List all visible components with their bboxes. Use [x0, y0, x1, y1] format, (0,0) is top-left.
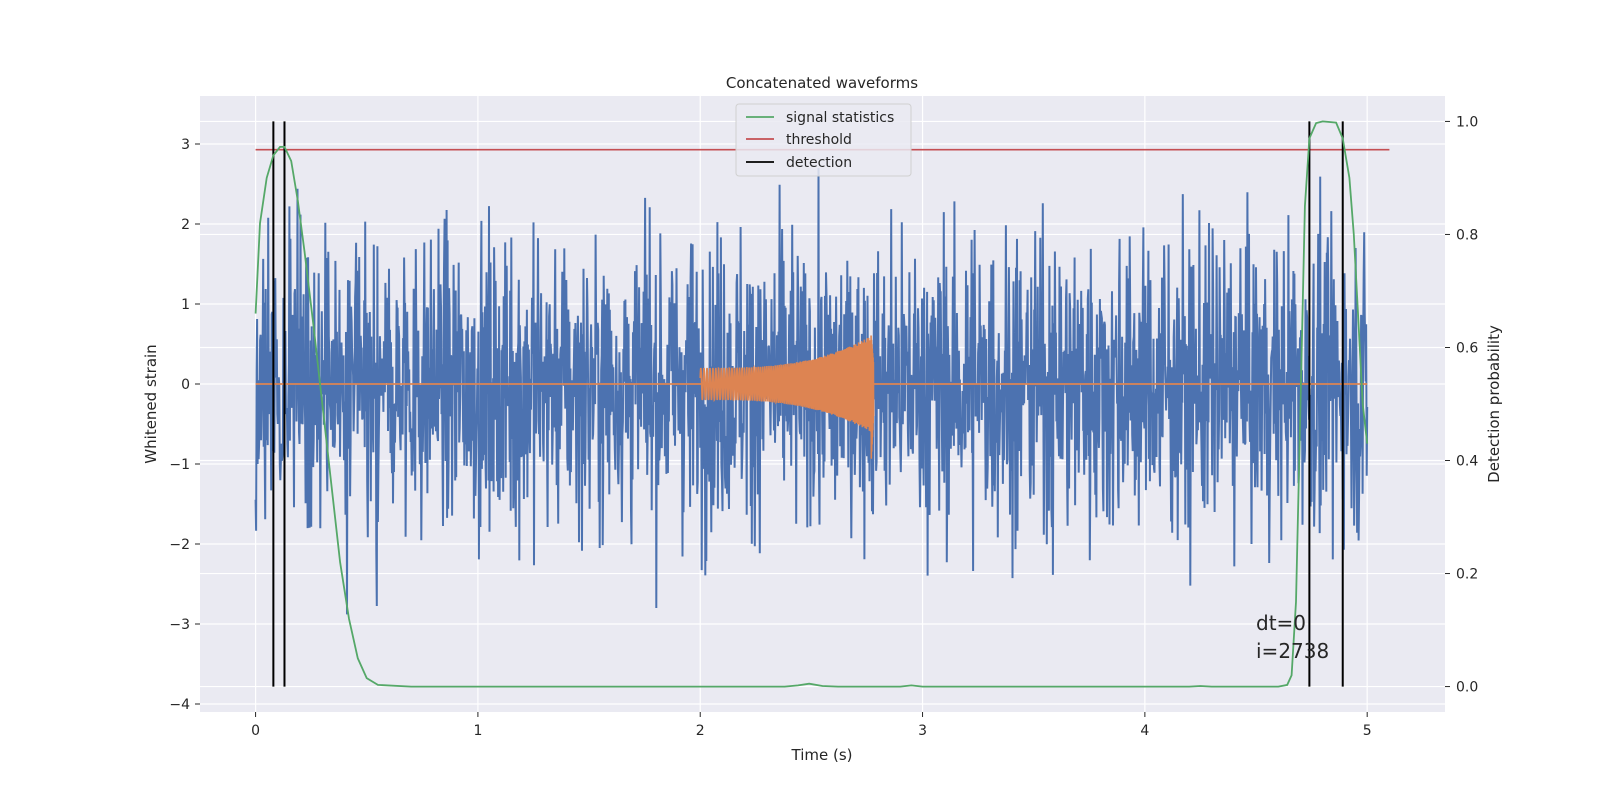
y-tick-label-left: −2 — [169, 537, 190, 553]
y-tick-label-right: 0.0 — [1456, 680, 1478, 696]
x-tick-label: 5 — [1363, 723, 1372, 739]
y-axis-label-right: Detection probability — [1485, 325, 1503, 483]
x-axis-label: Time (s) — [791, 746, 853, 764]
x-tick-label: 4 — [1140, 723, 1149, 739]
ticks: 0 1 2 3 4 5 −4 −3 −2 −1 0 1 2 3 0.0 0.2 0.4 0.6 0.8 1.0 — [169, 114, 1478, 739]
legend: signal statistics threshold detection — [735, 103, 912, 177]
y-tick-label-left: −1 — [169, 457, 190, 473]
chirp-series — [255, 335, 1368, 459]
strain-series — [254, 167, 1369, 615]
annotation-dt: dt=0 — [1256, 611, 1306, 635]
legend-box — [735, 103, 912, 177]
signal-statistics-line — [254, 120, 1369, 688]
x-tick-label: 2 — [696, 723, 705, 739]
legend-label-signal-statistics: signal statistics — [786, 110, 894, 126]
y-tick-label-right: 0.2 — [1456, 567, 1478, 583]
y-tick-label-right: 1.0 — [1456, 114, 1478, 130]
chirp-line — [699, 335, 875, 459]
y-tick-label-left: 0 — [181, 377, 190, 393]
x-tick-label: 3 — [918, 723, 927, 739]
y-tick-label-left: 1 — [181, 297, 190, 313]
legend-label-detection: detection — [786, 155, 852, 171]
chart-title: Concatenated waveforms — [726, 74, 918, 92]
y-tick-label-left: −4 — [169, 697, 190, 713]
x-tick-label: 0 — [251, 723, 260, 739]
y-tick-label-left: −3 — [169, 617, 190, 633]
y-tick-label-right: 0.4 — [1456, 454, 1478, 470]
y-tick-label-right: 0.8 — [1456, 227, 1478, 243]
annotation-i: i=2738 — [1256, 639, 1329, 663]
x-tick-label: 1 — [473, 723, 482, 739]
y-tick-label-left: 3 — [181, 137, 190, 153]
strain-line — [254, 167, 1369, 615]
y-axis-label-left-text: Whitened strain — [142, 344, 160, 463]
annotation: dt=0 i=2738 — [1256, 611, 1329, 663]
y-tick-label-left: 2 — [181, 217, 190, 233]
y-tick-label-right: 0.6 — [1456, 340, 1478, 356]
legend-label-threshold: threshold — [786, 132, 852, 148]
